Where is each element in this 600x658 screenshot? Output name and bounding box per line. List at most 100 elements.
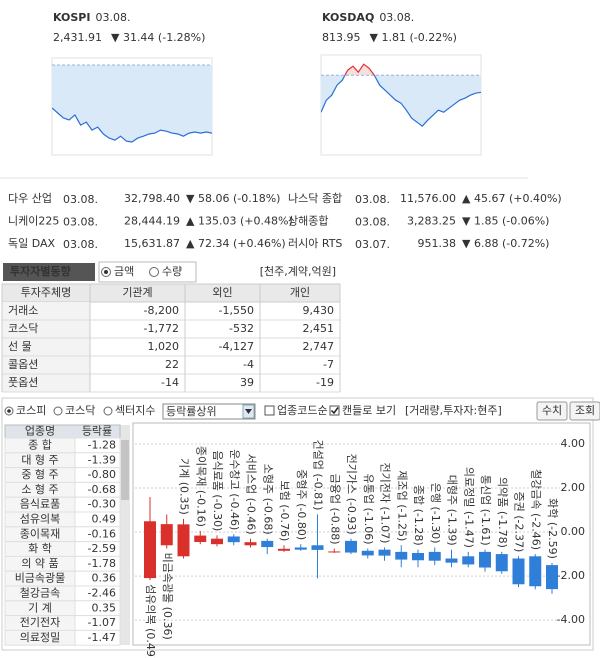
candle-body [261,540,274,548]
sector-name: 비금속광물 [15,572,66,585]
candle-body [495,554,508,572]
cell: -14 [161,376,179,389]
row-name: 풋옵션 [8,376,38,389]
button[interactable] [569,401,600,421]
select[interactable] [162,403,256,420]
y-tick-label: 2.00 [561,481,586,494]
button[interactable] [536,401,568,421]
candle-label: 화학 (-2.59) [546,498,559,559]
world-date: 03.08. [355,193,390,206]
sector-change: -0.30 [88,498,116,511]
candle-body [144,521,156,579]
radio-label: 섹터지수 [115,404,155,417]
world-date: 03.08. [63,216,98,229]
cell: 1,020 [148,340,180,353]
index-line [52,107,212,143]
checkbox[interactable] [264,405,275,416]
value-cell [74,629,121,646]
select-arrow [245,409,252,414]
sector-change: -1.39 [88,453,116,466]
column-header: 투자주체명 [21,286,72,299]
checkbox[interactable] [329,405,340,416]
world-change: ▼ 1.85 (-0.06%) [462,215,549,228]
radio-dot [104,270,108,274]
candle-body [479,551,491,568]
row-name: 선 물 [8,340,32,353]
world-date: 03.08. [63,238,98,251]
candle-label: 음식료품 (-0.30) [211,450,224,531]
candle-label: 중형주 (-0.80) [295,469,308,540]
world-name: 다우 산업 [8,192,52,205]
chart-frame [132,422,591,646]
radio-label: 코스피 [16,404,46,417]
candle-body [546,565,558,590]
world-change: ▲ 135.03 (+0.48%) [186,215,293,228]
candle-label: 대형주 (-1.39) [446,475,459,546]
sector-name: 의 약 품 [21,556,58,570]
scrollbar[interactable] [120,425,130,645]
candle-label: 기계 (0.35) [178,458,191,515]
sector-change: -1.78 [88,557,116,570]
candle-label: 은행 (-1.30) [429,483,442,544]
candle-body [378,549,391,556]
y-tick-label: 0.00 [561,525,586,538]
candle-body [311,545,324,550]
sector-change: 0.35 [92,601,117,614]
cell: -19 [316,376,334,389]
radio[interactable] [149,267,159,277]
sector-change: -2.46 [88,587,116,600]
candle-body [227,536,240,543]
candle-body [445,558,458,563]
candle-label: 제조업 (-1.25) [395,470,408,541]
row-name: 콜옵션 [8,358,38,371]
world-value: 28,444.19 [124,215,180,228]
candle-body [244,542,257,546]
candle-label: 의료정밀 (-1.47) [462,467,475,548]
world-name: 러시아 RTS [288,237,342,250]
world-name: 상해종합 [288,214,328,228]
radio[interactable] [103,406,113,416]
check-mark [330,407,339,415]
candle-label: 섬유의복 (0.49) [144,584,157,658]
candle-body [328,551,341,553]
sector-change: -2.59 [88,542,116,555]
column-header: 외인 [212,286,232,299]
candle-body [177,524,190,557]
world-value: 3,283.25 [407,215,456,228]
scroll-thumb[interactable] [121,440,129,500]
index-name: KOSPI [53,11,90,24]
unit-note: [천주,계약,억원] [260,264,336,278]
candle-label: 운수창고 (-0.46) [228,449,241,530]
sector-name: 소 형 주 [21,483,58,496]
candle-label: 비금속광물 (0.36) [161,553,174,640]
candle-label: 철강금속 (-2.46) [529,469,542,550]
row-name: 코스닥 [8,322,38,335]
column-header: 기관계 [122,286,152,299]
column-header: 업종명 [25,425,55,438]
sector-name: 섬유의복 [20,513,60,526]
select-value: 등락률상위 [166,405,217,418]
cell: -7 [323,358,334,371]
sector-change: -1.07 [88,616,116,629]
cell: 39 [240,376,254,389]
radio-label: 코스닥 [65,404,95,417]
cell: 2,451 [303,322,335,335]
y-tick-label: 4.00 [561,437,586,450]
world-name: 나스닥 종합 [288,192,342,205]
plot-frame [320,54,482,156]
candle-body [361,550,374,556]
radio[interactable] [53,406,63,416]
sector-name: 철강금속 [20,587,60,600]
sector-name: 기 계 [28,601,52,614]
section-tab [3,263,95,281]
candle-label: 소형주 (-0.68) [261,464,274,535]
candle-label: 유통업 (-1.06) [362,474,375,545]
sector-name: 대 형 주 [21,453,58,466]
cell: -1,772 [144,322,179,335]
sector-frame [1,397,594,651]
cell: -4 [243,358,254,371]
radio-dot [7,409,11,413]
sector-change: -1.28 [88,439,116,452]
